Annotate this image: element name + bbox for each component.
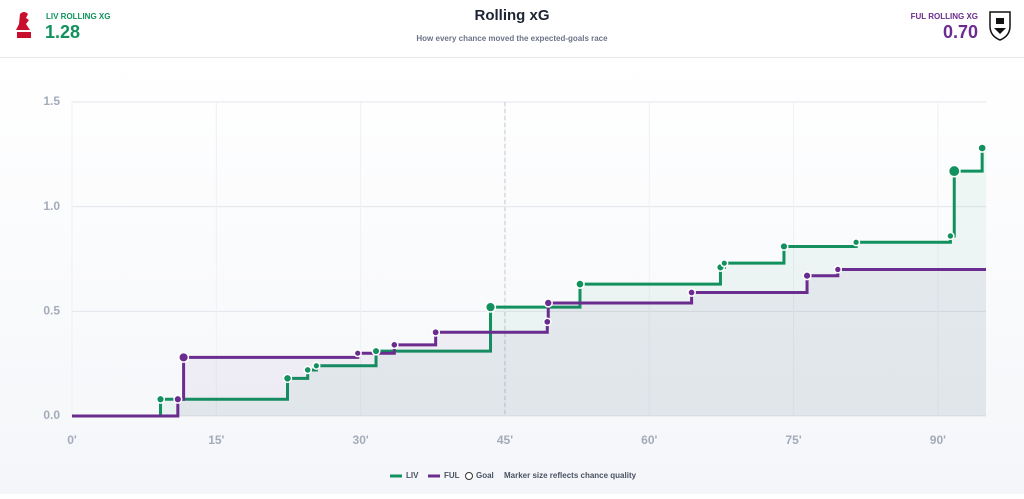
x-tick-label: 60' [641,433,657,447]
shot-marker [779,241,789,252]
y-tick-label: 0.5 [43,304,60,318]
shot-marker [977,143,987,153]
x-tick-label: 75' [785,433,801,447]
legend-label: Goal [476,471,494,480]
area [72,148,986,416]
shot-marker [178,351,190,363]
shot-marker [173,394,183,404]
shot-marker [947,164,961,178]
shot-marker [852,238,861,247]
home-label: LIV ROLLING XG [46,12,110,21]
chart-subtitle: How every chance moved the expected-goal… [416,34,608,43]
shot-marker [720,259,729,268]
legend-label: FUL [444,471,460,480]
shot-marker [575,279,585,289]
x-tick-label: 0' [67,433,77,447]
shot-marker [155,394,166,404]
shot-marker [282,373,293,384]
shot-marker [542,317,552,327]
y-tick-label: 1.5 [43,94,60,108]
legend-label: LIV [406,471,419,480]
x-tick-label: 15' [208,433,224,447]
away-label: FUL ROLLING XG [911,12,978,21]
area [72,269,986,416]
chart-title: Rolling xG [475,7,550,24]
shot-marker [543,298,553,308]
legend-note: Marker size reflects chance quality [504,471,637,480]
plot-background [0,58,1024,494]
shot-marker [303,365,312,375]
shot-marker [802,271,812,281]
shot-marker [353,349,362,358]
x-tick-label: 90' [930,433,946,447]
legend-goal-swatch [465,472,473,480]
shot-marker [833,265,843,274]
shot-marker [946,231,955,241]
shot-marker [312,361,321,370]
y-tick-label: 1.0 [43,199,60,213]
step-line [72,267,986,418]
x-tick-label: 45' [497,433,513,447]
x-tick-label: 30' [353,433,369,447]
home-value: 1.28 [45,22,80,42]
shot-marker [390,340,399,350]
shot-marker [687,288,696,297]
away-value: 0.70 [943,22,978,42]
home-crest [16,12,31,38]
y-tick-label: 0.0 [43,408,60,422]
shot-marker [431,327,441,337]
away-crest [989,11,1011,41]
shot-marker [371,346,381,356]
shot-marker [484,301,497,313]
